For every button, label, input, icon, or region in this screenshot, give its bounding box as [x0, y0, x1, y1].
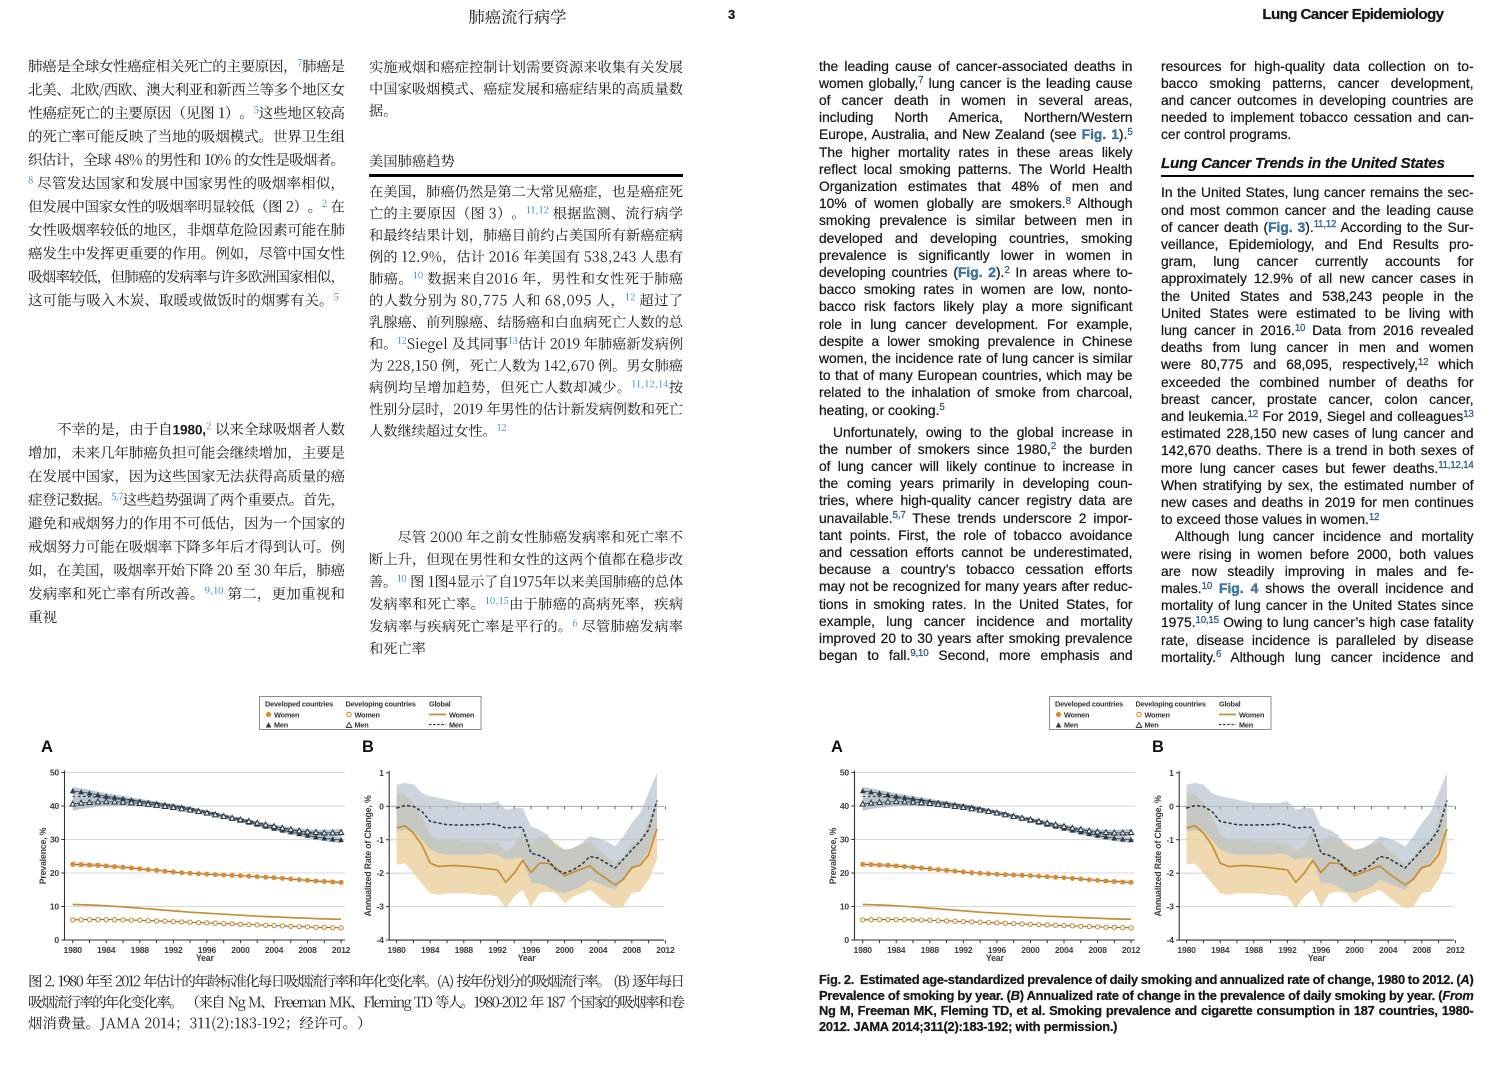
svg-text:2004: 2004 — [1379, 945, 1398, 955]
svg-text:Prevalence, %: Prevalence, % — [828, 827, 838, 884]
svg-text:10: 10 — [50, 902, 60, 912]
svg-text:Men: Men — [449, 721, 463, 730]
svg-text:-3: -3 — [1166, 902, 1174, 912]
svg-text:1984: 1984 — [1211, 945, 1230, 955]
svg-text:Women: Women — [355, 711, 380, 720]
svg-text:2000: 2000 — [555, 945, 574, 955]
svg-text:Annualized Rate of Change, %: Annualized Rate of Change, % — [1153, 795, 1163, 916]
svg-text:Year: Year — [986, 953, 1005, 963]
svg-text:Developing countries: Developing countries — [1136, 700, 1206, 709]
svg-text:Women: Women — [449, 711, 474, 720]
svg-text:Men: Men — [1064, 721, 1078, 730]
svg-text:1992: 1992 — [488, 945, 507, 955]
svg-text:40: 40 — [50, 801, 60, 811]
svg-text:-2: -2 — [376, 868, 384, 878]
svg-text:Women: Women — [274, 711, 299, 720]
svg-text:40: 40 — [840, 801, 850, 811]
svg-text:1992: 1992 — [1278, 945, 1297, 955]
svg-text:0: 0 — [54, 935, 59, 945]
svg-text:1992: 1992 — [164, 945, 183, 955]
svg-text:Year: Year — [518, 953, 537, 963]
svg-text:Developed countries: Developed countries — [265, 700, 333, 709]
svg-text:Year: Year — [1308, 953, 1327, 963]
svg-text:30: 30 — [50, 835, 60, 845]
svg-text:1988: 1988 — [131, 945, 150, 955]
svg-text:Women: Women — [1239, 711, 1264, 720]
svg-text:Global: Global — [1219, 700, 1241, 709]
svg-text:B: B — [362, 738, 374, 756]
svg-text:Women: Women — [1145, 711, 1170, 720]
svg-text:1996: 1996 — [522, 945, 541, 955]
svg-text:2004: 2004 — [265, 945, 284, 955]
svg-text:30: 30 — [840, 835, 850, 845]
svg-text:1996: 1996 — [198, 945, 217, 955]
svg-text:2012: 2012 — [1446, 945, 1465, 955]
svg-text:Global: Global — [429, 700, 451, 709]
svg-text:2008: 2008 — [1413, 945, 1432, 955]
svg-text:Year: Year — [196, 953, 215, 963]
svg-text:50: 50 — [840, 768, 850, 778]
svg-text:Men: Men — [355, 721, 369, 730]
svg-text:1980: 1980 — [854, 945, 873, 955]
svg-text:1984: 1984 — [887, 945, 906, 955]
svg-text:Men: Men — [274, 721, 288, 730]
svg-text:2012: 2012 — [332, 945, 351, 955]
svg-text:2012: 2012 — [1122, 945, 1141, 955]
svg-text:2000: 2000 — [1345, 945, 1364, 955]
svg-text:0: 0 — [844, 935, 849, 945]
svg-text:Prevalence, %: Prevalence, % — [38, 827, 48, 884]
svg-text:B: B — [1152, 738, 1164, 756]
svg-text:-4: -4 — [1166, 935, 1174, 945]
svg-text:Annualized Rate of Change, %: Annualized Rate of Change, % — [363, 795, 373, 916]
svg-text:0: 0 — [1169, 801, 1174, 811]
svg-text:1988: 1988 — [921, 945, 940, 955]
svg-text:-1: -1 — [1166, 835, 1174, 845]
svg-text:50: 50 — [50, 768, 60, 778]
svg-text:2000: 2000 — [231, 945, 250, 955]
svg-text:1: 1 — [1169, 768, 1174, 778]
svg-text:1: 1 — [379, 768, 384, 778]
svg-text:0: 0 — [379, 801, 384, 811]
svg-text:1980: 1980 — [64, 945, 83, 955]
svg-text:1988: 1988 — [455, 945, 474, 955]
svg-text:A: A — [41, 738, 53, 756]
svg-text:2008: 2008 — [1088, 945, 1107, 955]
svg-text:2004: 2004 — [1055, 945, 1074, 955]
svg-text:2008: 2008 — [623, 945, 642, 955]
svg-text:1988: 1988 — [1245, 945, 1264, 955]
svg-text:-3: -3 — [376, 902, 384, 912]
svg-text:1992: 1992 — [954, 945, 973, 955]
svg-text:10: 10 — [840, 902, 850, 912]
svg-text:20: 20 — [50, 868, 60, 878]
svg-text:20: 20 — [840, 868, 850, 878]
svg-text:Developing countries: Developing countries — [346, 700, 416, 709]
svg-text:Men: Men — [1239, 721, 1253, 730]
svg-text:-2: -2 — [1166, 868, 1174, 878]
svg-text:2012: 2012 — [656, 945, 675, 955]
svg-text:1980: 1980 — [1177, 945, 1196, 955]
svg-text:2008: 2008 — [298, 945, 317, 955]
svg-text:-4: -4 — [376, 935, 384, 945]
svg-text:-1: -1 — [376, 835, 384, 845]
svg-text:2004: 2004 — [589, 945, 608, 955]
svg-text:1984: 1984 — [421, 945, 440, 955]
svg-text:Men: Men — [1145, 721, 1159, 730]
svg-text:A: A — [831, 738, 843, 756]
svg-text:1984: 1984 — [97, 945, 116, 955]
svg-text:1996: 1996 — [988, 945, 1007, 955]
svg-text:2000: 2000 — [1021, 945, 1040, 955]
svg-text:1996: 1996 — [1312, 945, 1331, 955]
svg-text:1980: 1980 — [387, 945, 406, 955]
svg-text:Developed countries: Developed countries — [1055, 700, 1123, 709]
svg-text:Women: Women — [1064, 711, 1089, 720]
